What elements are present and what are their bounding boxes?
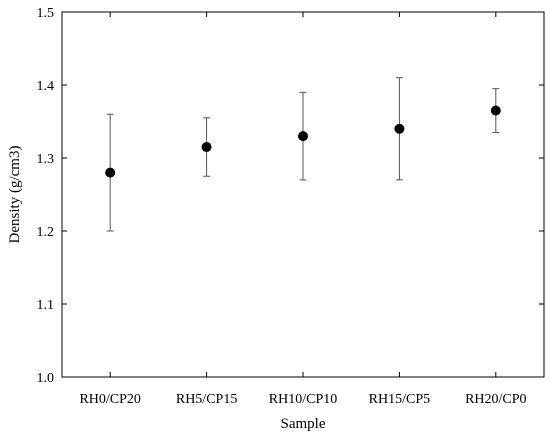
- data-point: [298, 131, 308, 142]
- y-tick-label: 1.1: [37, 298, 55, 313]
- x-tick-label: RH15/CP5: [369, 392, 430, 407]
- y-tick-label: 1.3: [37, 152, 55, 167]
- y-tick-label: 1.5: [37, 6, 55, 21]
- data-point: [105, 167, 116, 178]
- y-axis-ticks: 1.0 1.1 1.2 1.3 1.4 1.5: [37, 6, 544, 386]
- data-series: [105, 77, 501, 232]
- x-tick-label: RH20/CP0: [465, 392, 526, 407]
- y-axis-title: Density (g/cm3): [7, 146, 23, 244]
- data-point: [201, 142, 212, 153]
- x-tick-label: RH5/CP15: [176, 392, 237, 407]
- x-tick-label: RH10/CP10: [269, 392, 337, 407]
- x-axis-ticks: RH0/CP20 RH5/CP15 RH10/CP10 RH15/CP5 RH20/CP…: [79, 12, 527, 407]
- plot-frame: [61, 11, 545, 378]
- data-point: [490, 105, 501, 116]
- y-tick-label: 1.4: [37, 79, 55, 94]
- y-tick-label: 1.0: [37, 371, 55, 386]
- x-axis-title: Sample: [281, 416, 326, 432]
- data-point: [394, 123, 405, 134]
- y-tick-label: 1.2: [37, 225, 55, 240]
- x-tick-label: RH0/CP20: [79, 392, 140, 407]
